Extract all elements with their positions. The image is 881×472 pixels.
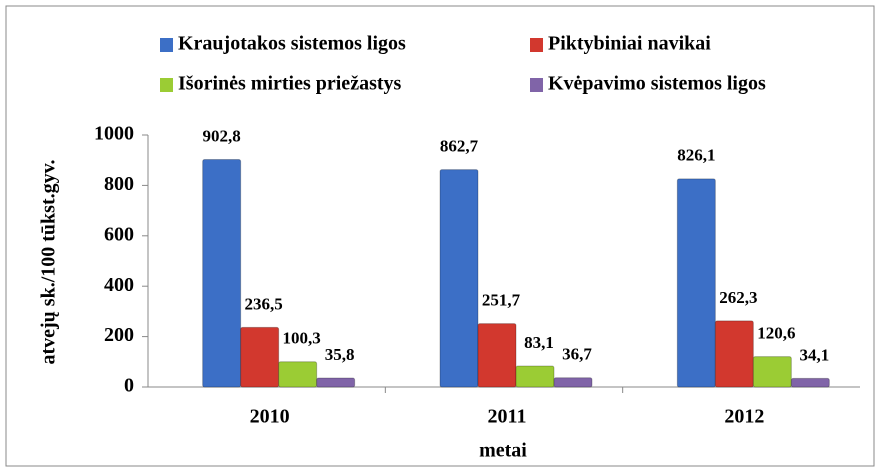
x-tick-label: 2012 bbox=[724, 406, 764, 428]
legend-label: Piktybiniai navikai bbox=[548, 33, 711, 55]
legend-label: Kvėpavimo sistemos ligos bbox=[548, 73, 766, 95]
value-label: 34,1 bbox=[799, 345, 829, 364]
y-tick-label: 400 bbox=[104, 274, 134, 296]
bar bbox=[515, 365, 555, 388]
legend-swatch bbox=[160, 38, 173, 52]
bar bbox=[676, 178, 716, 388]
bar bbox=[477, 323, 517, 388]
value-label: 35,8 bbox=[325, 345, 355, 364]
bar bbox=[714, 320, 754, 388]
y-tick-label: 0 bbox=[124, 375, 134, 397]
x-axis-title: metai bbox=[479, 440, 527, 462]
value-label: 902,8 bbox=[203, 126, 241, 145]
value-label: 262,3 bbox=[719, 288, 757, 307]
value-label: 36,7 bbox=[562, 345, 592, 364]
bar bbox=[752, 356, 792, 388]
value-label: 100,3 bbox=[283, 329, 321, 348]
bar bbox=[790, 377, 830, 388]
y-tick-label: 600 bbox=[104, 223, 134, 245]
legend-label: Išorinės mirties priežastys bbox=[178, 73, 402, 95]
legend-swatch bbox=[530, 78, 543, 92]
bar bbox=[278, 361, 318, 388]
value-label: 826,1 bbox=[677, 146, 715, 165]
y-tick-label: 800 bbox=[104, 173, 134, 195]
value-label: 862,7 bbox=[440, 137, 479, 156]
bar bbox=[553, 377, 593, 388]
bar bbox=[202, 158, 242, 388]
y-tick-label: 200 bbox=[104, 324, 134, 346]
value-label: 83,1 bbox=[524, 333, 554, 352]
y-axis-title: atvejų sk./100 tūkst.gyv. bbox=[38, 159, 60, 364]
bar bbox=[439, 169, 479, 388]
x-tick-label: 2011 bbox=[488, 406, 527, 428]
legend-label: Kraujotakos sistemos ligos bbox=[178, 33, 406, 55]
bar bbox=[316, 377, 356, 388]
legend-swatch bbox=[530, 38, 543, 52]
legend-swatch bbox=[160, 78, 173, 92]
value-label: 236,5 bbox=[245, 294, 283, 313]
x-tick-label: 2010 bbox=[250, 406, 290, 428]
value-label: 120,6 bbox=[757, 324, 795, 343]
bar bbox=[240, 326, 280, 388]
value-label: 251,7 bbox=[482, 290, 521, 309]
y-tick-label: 1000 bbox=[94, 123, 134, 145]
